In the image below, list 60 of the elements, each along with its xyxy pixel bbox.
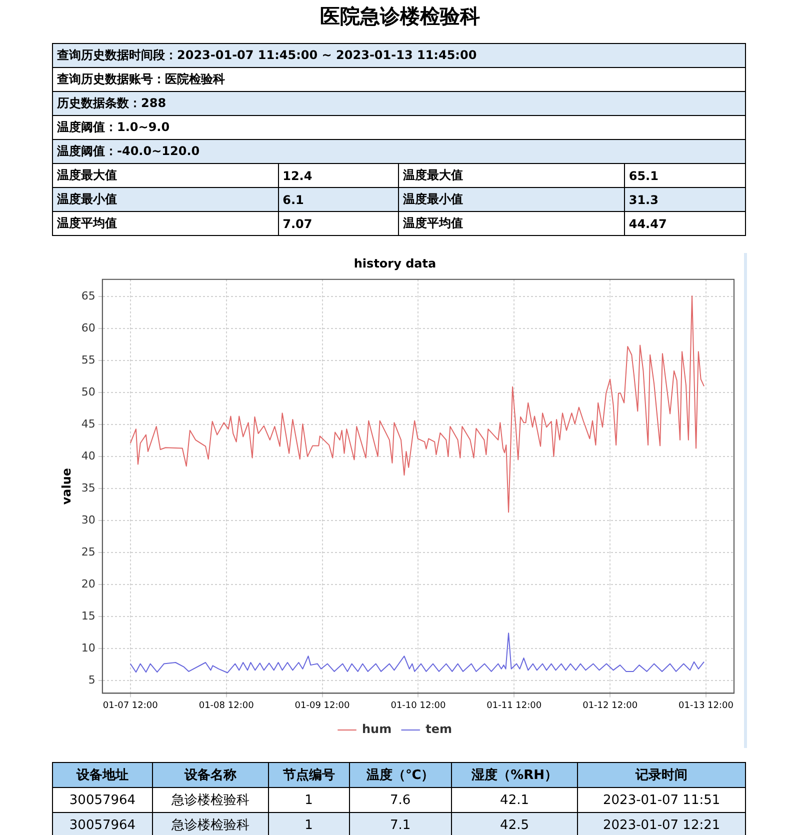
- text: 急诊楼检验科: [152, 812, 268, 835]
- text: 温度最小值: [398, 188, 624, 212]
- y-tick-label: 45: [81, 417, 96, 430]
- chart-title: history data: [354, 256, 436, 270]
- text: 7.07: [278, 212, 399, 236]
- text: 12.4: [278, 164, 399, 188]
- text: 42.5: [451, 812, 578, 835]
- x-tick-label: 01-10 12:00: [390, 700, 446, 711]
- y-axis-title: value: [59, 468, 74, 505]
- text: 2023-01-07 12:21: [578, 812, 746, 835]
- text: 7.6: [349, 788, 452, 812]
- text: 温度阈值：-40.0~120.0: [52, 140, 746, 164]
- y-tick-label: 25: [81, 545, 96, 558]
- text: 31.3: [624, 188, 746, 212]
- y-tick-label: 10: [81, 641, 96, 654]
- text: 温度最小值: [52, 188, 278, 212]
- text: 急诊楼检验科: [152, 788, 268, 812]
- text: 44.47: [624, 212, 746, 236]
- legend-label: hum: [362, 722, 392, 736]
- text: 温度最大值: [398, 164, 624, 188]
- y-tick-label: 20: [81, 577, 96, 590]
- x-tick-label: 01-13 12:00: [678, 700, 734, 711]
- text: 医院急诊楼检验科: [319, 3, 481, 30]
- text: 温度最大值: [52, 164, 278, 188]
- text: 7.1: [349, 812, 452, 835]
- x-tick-label: 01-09 12:00: [294, 700, 350, 711]
- text: 30057964: [52, 788, 152, 812]
- y-tick-label: 50: [81, 385, 96, 398]
- text: 2023-01-07 11:51: [578, 788, 746, 812]
- text: 记录时间: [578, 762, 746, 788]
- y-tick-label: 30: [81, 513, 96, 526]
- y-tick-label: 40: [81, 449, 96, 462]
- text: 温度平均值: [398, 212, 624, 236]
- y-tick-label: 35: [81, 481, 96, 494]
- y-tick-label: 5: [88, 673, 96, 686]
- text: 湿度（%RH）: [451, 762, 578, 788]
- x-tick-label: 01-11 12:00: [486, 700, 542, 711]
- text: 6.1: [278, 188, 399, 212]
- y-tick-label: 60: [81, 322, 96, 335]
- text: 节点编号: [268, 762, 350, 788]
- y-tick-label: 65: [81, 290, 96, 303]
- x-tick-label: 01-08 12:00: [198, 700, 254, 711]
- x-tick-label: 01-07 12:00: [102, 700, 158, 711]
- x-tick-label: 01-12 12:00: [582, 700, 638, 711]
- text: 1: [268, 788, 350, 812]
- text: 30057964: [52, 812, 152, 835]
- legend-label: tem: [426, 722, 452, 736]
- text: 温度（℃）: [349, 762, 452, 788]
- text: 42.1: [451, 788, 578, 812]
- y-tick-label: 15: [81, 609, 96, 622]
- text: 查询历史数据账号：医院检验科: [52, 68, 746, 92]
- text: 1: [268, 812, 350, 835]
- text: 65.1: [624, 164, 746, 188]
- text: 设备名称: [152, 762, 268, 788]
- text: 设备地址: [52, 762, 152, 788]
- text: 历史数据条数：288: [52, 92, 746, 116]
- text: 温度阈值：1.0~9.0: [52, 116, 746, 140]
- text: 温度平均值: [52, 212, 278, 236]
- y-tick-label: 55: [81, 353, 96, 366]
- text: 查询历史数据时间段：2023-01-07 11:45:00 ~ 2023-01-13 11:45:00: [52, 44, 746, 68]
